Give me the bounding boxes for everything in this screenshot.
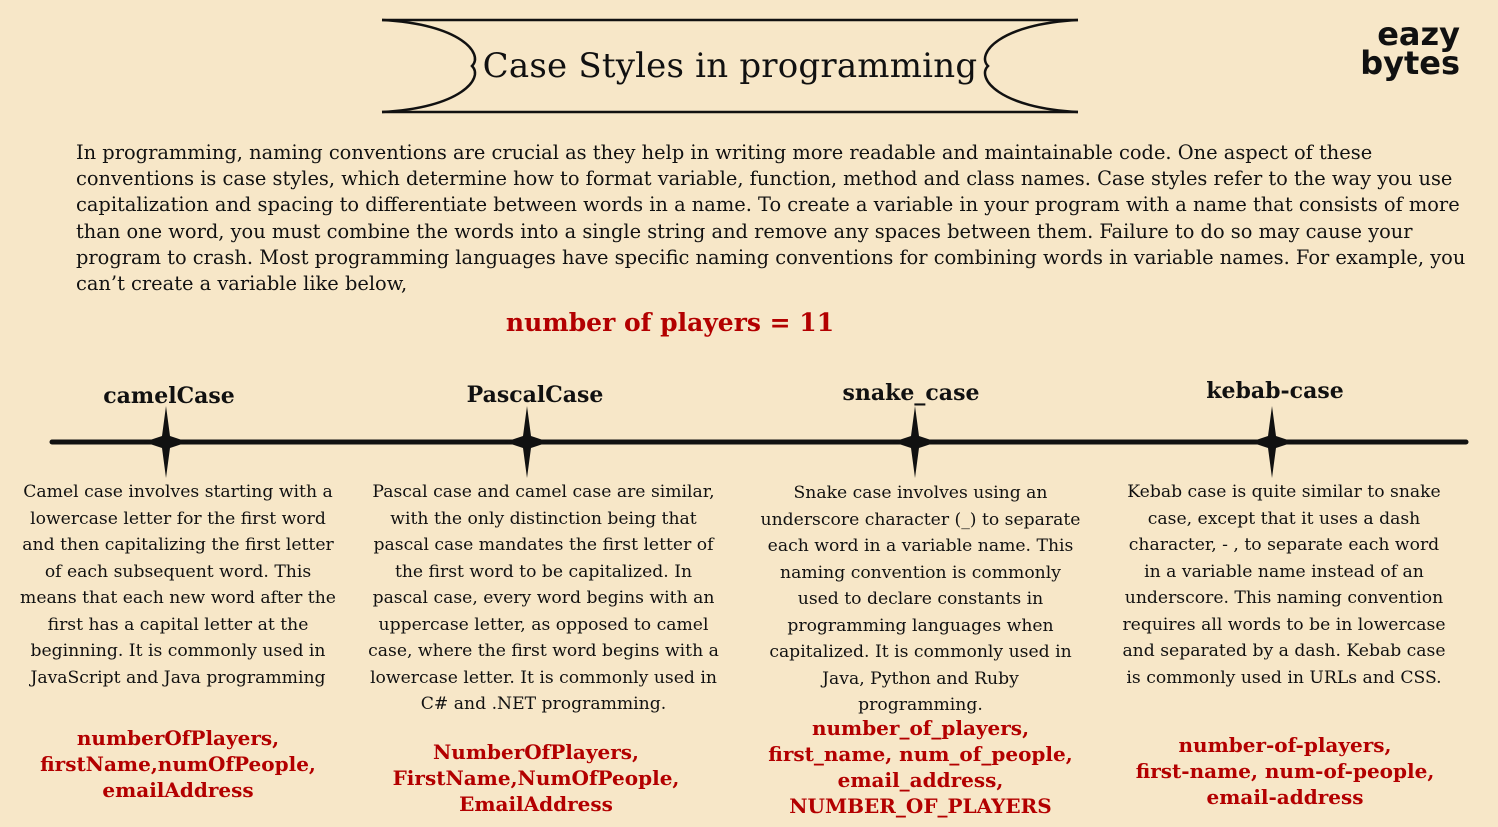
- example-line: first-name, num-of-people,: [1135, 759, 1435, 783]
- description-kebab-case: Kebab case is quite similar to snake cas…: [1122, 482, 1446, 688]
- example-line: NumberOfPlayers,: [433, 740, 639, 764]
- heading-camelcase: camelCase: [103, 383, 235, 409]
- description-snake-case: Snake case involves using an underscore …: [760, 483, 1081, 715]
- examples-camelcase: numberOfPlayers, firstName,numOfPeople, …: [18, 725, 338, 803]
- star-marker-icon: [893, 406, 937, 478]
- title-banner: Case Styles in programming: [376, 14, 1084, 118]
- logo-line-1: eazy: [1377, 15, 1460, 53]
- example-line: numberOfPlayers,: [76, 726, 280, 750]
- example-line: emailAddress: [102, 778, 254, 802]
- timeline: [49, 406, 1469, 478]
- eazybytes-logo: eazy bytes: [1360, 15, 1460, 82]
- example-line: firstName,numOfPeople,: [40, 752, 316, 776]
- example-line: email_address,: [837, 768, 1004, 792]
- invalid-variable-example: number of players = 11: [505, 308, 835, 337]
- page-title: Case Styles in programming: [482, 46, 978, 86]
- heading-pascalcase: PascalCase: [466, 382, 604, 408]
- star-marker-icon: [1250, 406, 1294, 478]
- example-line: email-address: [1206, 785, 1364, 809]
- examples-kebab-case: number-of-players, first-name, num-of-pe…: [1120, 732, 1450, 810]
- examples-snake-case: number_of_players, first_name, num_of_pe…: [758, 715, 1083, 819]
- example-line: NUMBER_OF_PLAYERS: [789, 794, 1052, 818]
- logo-line-2: bytes: [1360, 44, 1460, 82]
- banner-scroll-frame: [381, 18, 1079, 114]
- intro-paragraph: In programming, naming conventions are c…: [76, 141, 1466, 296]
- example-line: number-of-players,: [1178, 733, 1392, 757]
- example-line: EmailAddress: [459, 792, 613, 816]
- heading-snake-case: snake_case: [842, 380, 980, 406]
- example-line: FirstName,NumOfPeople,: [392, 766, 680, 790]
- star-marker-icon: [505, 406, 549, 478]
- star-marker-icon: [144, 406, 188, 478]
- description-camelcase: Camel case involves starting with a lowe…: [20, 482, 336, 688]
- example-line: number_of_players,: [811, 716, 1030, 740]
- examples-pascalcase: NumberOfPlayers, FirstName,NumOfPeople, …: [376, 739, 696, 817]
- description-pascalcase: Pascal case and camel case are similar, …: [368, 482, 719, 714]
- example-line: first_name, num_of_people,: [768, 742, 1073, 766]
- heading-kebab-case: kebab-case: [1206, 378, 1344, 404]
